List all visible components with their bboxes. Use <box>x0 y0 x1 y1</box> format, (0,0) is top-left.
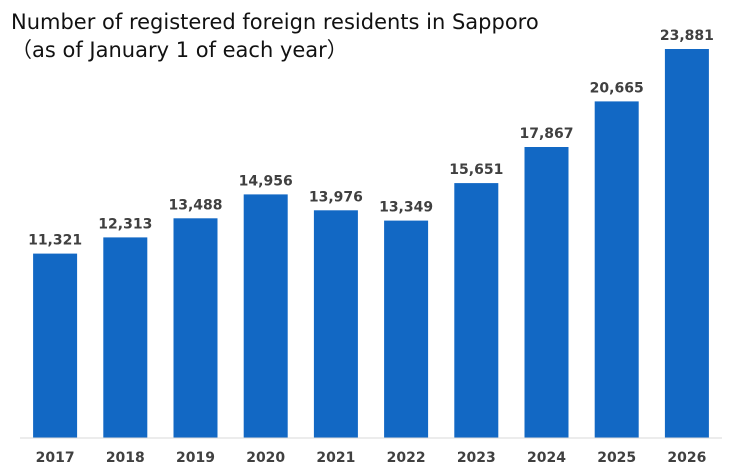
x-tick-label-2017: 2017 <box>36 450 75 466</box>
bar-2021 <box>313 210 358 438</box>
x-tick-label-2022: 2022 <box>387 450 426 466</box>
bar-2026 <box>664 49 709 438</box>
x-axis-tick-labels: 2017 2018 2019 2020 2021 2022 2023 2024 2025 2026 <box>36 450 707 466</box>
x-tick-label-2023: 2023 <box>457 450 496 466</box>
x-tick-label-2020: 2020 <box>246 450 285 466</box>
chart-title-line-1: Number of registered foreign residents i… <box>11 10 539 34</box>
x-tick-label-2025: 2025 <box>597 450 636 466</box>
value-label-2017: 11,321 <box>28 233 82 249</box>
bars-group <box>33 49 709 439</box>
value-label-2023: 15,651 <box>449 162 503 178</box>
value-label-2019: 13,488 <box>168 197 222 213</box>
bar-2020 <box>243 194 288 438</box>
chart-title: Number of registered foreign residents i… <box>11 8 711 64</box>
bar-2024 <box>524 147 569 438</box>
x-tick-label-2021: 2021 <box>316 450 355 466</box>
x-tick-label-2024: 2024 <box>527 450 566 466</box>
x-tick-label-2019: 2019 <box>176 450 215 466</box>
bar-2018 <box>103 237 148 438</box>
bar-2022 <box>384 220 429 438</box>
x-tick-label-2026: 2026 <box>667 450 706 466</box>
bar-2025 <box>594 101 639 439</box>
value-labels-group: 11,321 12,313 13,488 14,956 13,976 13,349 15,6… <box>28 28 714 249</box>
chart-title-line-2: （as of January 1 of each year） <box>11 38 348 62</box>
value-label-2024: 17,867 <box>519 126 573 142</box>
bar-2023 <box>454 183 499 438</box>
x-tick-label-2018: 2018 <box>106 450 145 466</box>
value-label-2025: 20,665 <box>590 80 644 96</box>
value-label-2026: 23,881 <box>660 28 714 44</box>
value-label-2022: 13,349 <box>379 200 433 216</box>
value-label-2018: 12,313 <box>98 216 152 232</box>
value-label-2021: 13,976 <box>309 189 363 205</box>
value-label-2020: 14,956 <box>239 173 293 189</box>
bar-2019 <box>173 218 218 438</box>
bar-2017 <box>33 253 78 438</box>
